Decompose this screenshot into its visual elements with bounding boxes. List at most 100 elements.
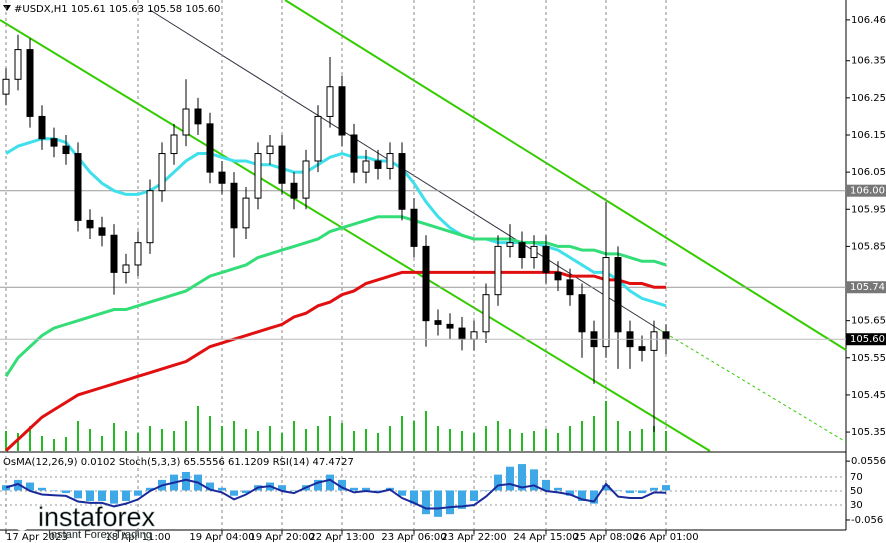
volume-bar bbox=[221, 426, 223, 451]
watermark-brand: instaforex bbox=[38, 502, 156, 532]
trend-projection bbox=[659, 329, 847, 443]
osma-bar bbox=[506, 466, 514, 491]
candle-body bbox=[398, 153, 406, 210]
watermark-logo bbox=[9, 505, 35, 531]
candle-body bbox=[374, 160, 382, 169]
osma-bar bbox=[434, 490, 442, 517]
candle-body bbox=[206, 123, 214, 173]
channel-line bbox=[284, 0, 847, 351]
volume-bar bbox=[629, 431, 631, 451]
osma-bar bbox=[110, 490, 118, 504]
osma-bar bbox=[518, 464, 526, 491]
osma-bar bbox=[614, 490, 622, 491]
osma-bar bbox=[554, 487, 562, 491]
osma-bar bbox=[350, 487, 358, 491]
osma-bar bbox=[602, 485, 610, 491]
volume-bar bbox=[317, 426, 319, 451]
candle-body bbox=[554, 271, 562, 281]
volume-bar bbox=[545, 429, 547, 451]
volume-bar bbox=[437, 426, 439, 451]
candle-body bbox=[530, 245, 538, 259]
y-tick-label: 106.25 bbox=[851, 93, 886, 104]
candle-body bbox=[350, 134, 358, 173]
volume-bar bbox=[209, 416, 211, 451]
y-tick-label: 105.55 bbox=[851, 353, 886, 364]
candle-body bbox=[14, 49, 22, 80]
volume-bar bbox=[329, 416, 331, 451]
y-tick-label: 105.85 bbox=[851, 241, 886, 252]
volume-bar bbox=[461, 431, 463, 451]
candle-body bbox=[410, 208, 418, 247]
volume-bar bbox=[593, 416, 595, 451]
y-tick-label: 105.45 bbox=[851, 390, 886, 401]
volume-bar bbox=[617, 421, 619, 451]
volume-bar bbox=[557, 433, 559, 451]
volume-bar bbox=[77, 421, 79, 451]
osma-bar bbox=[662, 485, 670, 491]
osma-bar bbox=[542, 479, 550, 491]
candle-body bbox=[494, 245, 502, 296]
price-line-label: 105.74 bbox=[850, 282, 885, 293]
candle-body bbox=[254, 153, 262, 199]
candle-body bbox=[110, 234, 118, 273]
x-tick-label: 17 Apr 2023 bbox=[6, 532, 68, 543]
x-tick-label: 23 Apr 06:00 bbox=[381, 532, 446, 543]
volume-bar bbox=[173, 431, 175, 451]
osma-bar bbox=[626, 490, 634, 494]
osma-bar bbox=[638, 490, 646, 494]
candle-body bbox=[566, 279, 574, 296]
candle-body bbox=[314, 115, 322, 162]
volume-bar bbox=[137, 433, 139, 451]
moving-average bbox=[4, 215, 667, 378]
candle-body bbox=[242, 197, 250, 229]
candle-body bbox=[266, 145, 274, 155]
osma-bar bbox=[278, 485, 286, 491]
osma-bar bbox=[374, 490, 382, 491]
chart-title: #USDX,H1 105.61 105.63 105.58 105.60 bbox=[14, 4, 220, 15]
x-tick-label: 26 Apr 01:00 bbox=[633, 532, 698, 543]
osma-bar bbox=[122, 490, 130, 501]
volume-bar bbox=[653, 426, 655, 451]
volume-bar bbox=[245, 429, 247, 451]
volume-bar bbox=[149, 426, 151, 451]
last-price-box bbox=[846, 333, 886, 346]
volume-bar bbox=[413, 421, 415, 451]
osma-bar bbox=[470, 490, 478, 501]
candle-body bbox=[86, 219, 94, 229]
y-tick-label: 106.15 bbox=[851, 130, 886, 141]
x-tick-label: 19 Apr 04:00 bbox=[189, 532, 254, 543]
osma-bar bbox=[182, 471, 190, 491]
volume-bar bbox=[425, 411, 427, 451]
volume-bar bbox=[113, 423, 115, 451]
y-tick-label: 105.65 bbox=[851, 316, 886, 327]
volume-bar bbox=[185, 421, 187, 451]
moving-average bbox=[5, 137, 667, 308]
osma-bar bbox=[14, 479, 22, 491]
volume-bar bbox=[233, 421, 235, 451]
volume-bar bbox=[293, 421, 295, 451]
volume-bar bbox=[449, 429, 451, 451]
candle-body bbox=[614, 257, 622, 333]
volume-bar bbox=[65, 437, 67, 451]
volume-bar bbox=[581, 421, 583, 451]
x-tick-label: 19 Apr 20:00 bbox=[249, 532, 314, 543]
volume-bar bbox=[53, 439, 55, 451]
osma-bar bbox=[530, 469, 538, 491]
x-tick-label: 18 Apr 11:00 bbox=[105, 532, 170, 543]
candle-body bbox=[62, 145, 70, 155]
candle-body bbox=[50, 138, 58, 147]
osma-bar bbox=[482, 490, 490, 491]
candle-body bbox=[194, 108, 202, 125]
volume-bar bbox=[161, 429, 163, 451]
y2-tick-label: 30 bbox=[850, 500, 863, 511]
candle-body bbox=[326, 86, 334, 117]
candle-body bbox=[182, 108, 190, 136]
osma-bar bbox=[566, 490, 574, 496]
candle-body bbox=[26, 49, 34, 117]
osma-bar bbox=[146, 487, 154, 491]
osma-bar bbox=[290, 490, 298, 491]
candle-body bbox=[338, 86, 346, 136]
candle-body bbox=[482, 294, 490, 333]
indicator-title: OsMA(12,26,9) 0.0102 Stoch(5,3,3) 65.555… bbox=[3, 457, 354, 468]
